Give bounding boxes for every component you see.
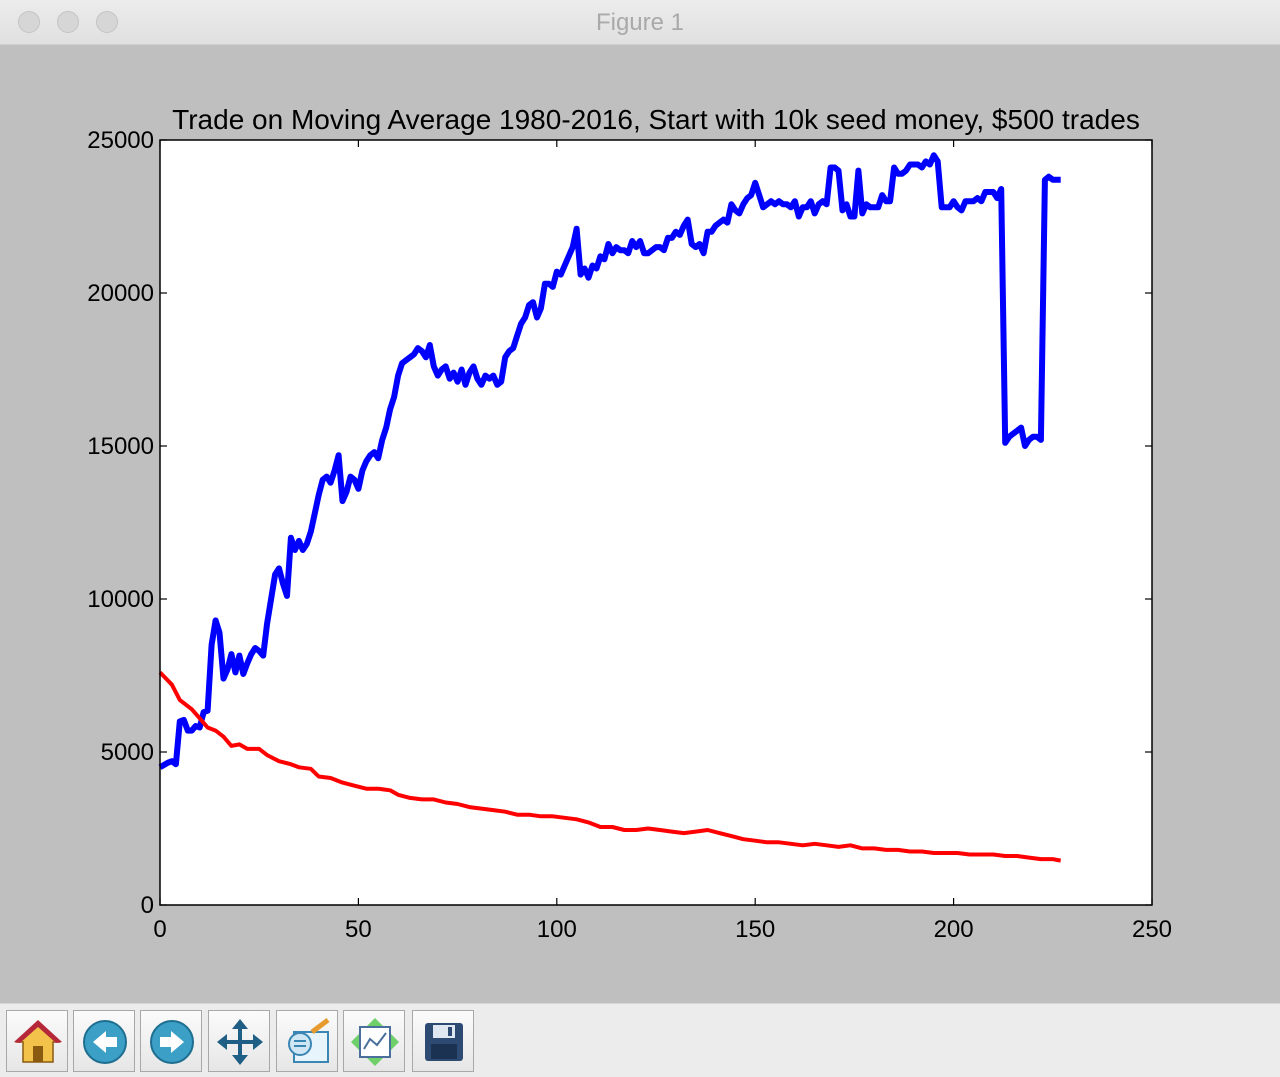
x-tick-label: 200: [934, 916, 974, 943]
close-window-button[interactable]: [18, 11, 40, 33]
tick-layer: 0 50 100 150 200 250 0 5000 10000 15000 20000 25000: [87, 127, 1172, 943]
y-tick-label: 15000: [87, 433, 154, 460]
zoom-window-button[interactable]: [96, 11, 118, 33]
x-tick-label: 0: [153, 916, 166, 943]
x-tick-label: 100: [537, 916, 577, 943]
forward-button[interactable]: [140, 1010, 202, 1072]
series-line-2: [158, 671, 1062, 863]
zoom-rect-icon: [288, 1018, 330, 1063]
floppy-disk-icon: [425, 1023, 463, 1061]
series-line-1: [158, 152, 1061, 770]
series-layer: [158, 152, 1062, 863]
y-tick-label: 0: [141, 892, 154, 919]
title-bar[interactable]: Figure 1: [0, 0, 1280, 45]
window-title: Figure 1: [595, 9, 685, 36]
x-tick-label: 50: [345, 916, 372, 943]
move-arrows-icon: [217, 1019, 263, 1065]
save-button[interactable]: [412, 1010, 474, 1072]
pan-button[interactable]: [208, 1010, 270, 1072]
zoom-button[interactable]: [276, 1010, 338, 1072]
forward-arrow-icon: [150, 1020, 194, 1064]
y-tick-label: 25000: [87, 127, 154, 154]
back-button[interactable]: [73, 1010, 135, 1072]
subplots-button[interactable]: [343, 1010, 405, 1072]
back-arrow-icon: [83, 1020, 127, 1064]
home-icon: [14, 1020, 62, 1063]
y-tick-label: 5000: [101, 739, 154, 766]
navigation-toolbar: [0, 1003, 1280, 1077]
minimize-window-button[interactable]: [57, 11, 79, 33]
subplots-icon: [351, 1018, 399, 1066]
figure-canvas[interactable]: 0 50 100 150 200 250 0 5000 10000 15000 20000 25000…: [0, 45, 1280, 1003]
y-tick-label: 10000: [87, 586, 154, 613]
chart-title: Trade on Moving Average 1980-2016, Start…: [172, 104, 1140, 135]
y-tick-label: 20000: [87, 280, 154, 307]
x-tick-label: 150: [735, 916, 775, 943]
x-tick-label: 250: [1132, 916, 1172, 943]
plot-frame: [159, 139, 1153, 906]
home-button[interactable]: [6, 1010, 68, 1072]
